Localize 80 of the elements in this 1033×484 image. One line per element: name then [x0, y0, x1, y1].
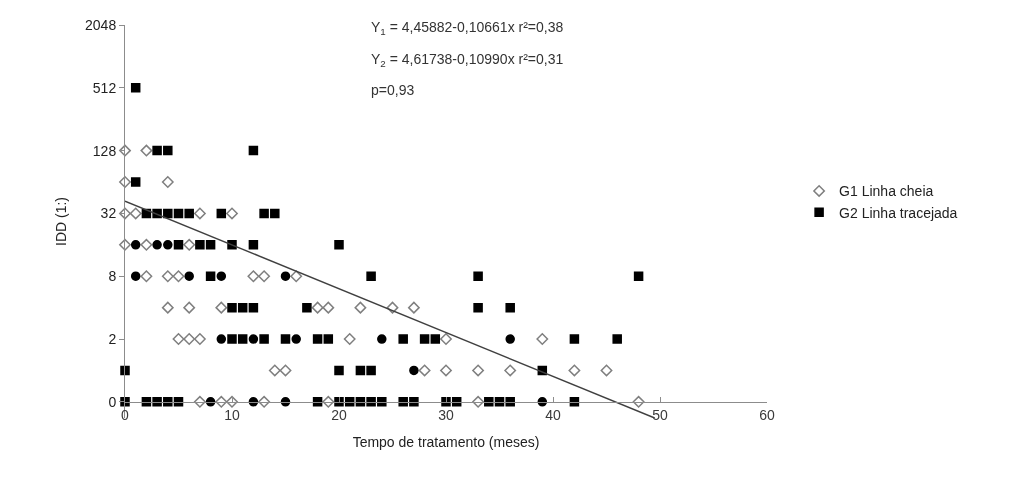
point [184, 271, 194, 281]
point [354, 301, 367, 314]
point [119, 238, 131, 251]
point [440, 364, 452, 377]
point [130, 240, 141, 250]
point [322, 395, 335, 408]
y-tick-label: 2 [108, 330, 117, 347]
point [600, 364, 613, 377]
y-tick-label: 0 [108, 393, 117, 410]
y-tick-label: 512 [92, 79, 117, 96]
point [193, 333, 206, 345]
point [258, 395, 271, 408]
point [322, 301, 335, 314]
point [268, 364, 281, 377]
point [163, 240, 173, 250]
x-tick-label: 60 [759, 407, 775, 424]
point [386, 301, 399, 314]
y-tick-label: 32 [100, 205, 117, 222]
x-axis-title: Tempo de tratamento (meses) [352, 434, 540, 451]
point [504, 364, 517, 377]
point [193, 395, 206, 408]
point [183, 301, 196, 314]
point [279, 364, 292, 377]
legend-label: G1 Linha cheia [839, 183, 934, 200]
point [291, 334, 301, 344]
point [193, 207, 206, 220]
y-tick-label: 128 [92, 142, 117, 159]
x-tick-label: 10 [224, 407, 240, 424]
point [140, 238, 153, 251]
x-tick-label: 30 [438, 407, 454, 424]
y-axis-title: IDD (1:) [52, 197, 69, 246]
annotation: Y$_{1}$ = 4,45882-0,10661x r²=0,38 [371, 19, 564, 37]
point [130, 271, 141, 281]
point [632, 395, 645, 408]
point [258, 270, 271, 283]
point [161, 270, 174, 283]
point [247, 270, 260, 283]
point [472, 364, 485, 377]
point [172, 333, 185, 345]
y-tick-label: 8 [108, 268, 117, 285]
legend-label: G2 Linha tracejada [839, 204, 958, 221]
point [248, 334, 259, 344]
point [226, 207, 238, 220]
point [536, 333, 549, 345]
annotation: Y$_{2}$ = 4,61738-0,10990x r²=0,31 [371, 51, 564, 69]
point [161, 301, 174, 314]
point [280, 271, 291, 281]
point [161, 176, 174, 188]
point [226, 395, 238, 408]
point [472, 395, 485, 408]
point [119, 176, 131, 188]
point [568, 364, 581, 377]
point [129, 207, 142, 220]
point [377, 334, 387, 344]
point [216, 334, 227, 344]
x-tick-label: 20 [331, 407, 347, 424]
point [172, 270, 185, 283]
point [183, 333, 196, 345]
point [152, 240, 162, 250]
point [140, 144, 153, 157]
point [409, 365, 419, 376]
point [215, 301, 228, 314]
x-tick-label: 50 [652, 407, 668, 424]
y-tick-label: 2048 [85, 16, 117, 33]
point [183, 238, 196, 251]
point [215, 395, 228, 408]
point [418, 364, 431, 377]
x-tick-label: 40 [545, 407, 561, 424]
point [119, 207, 131, 220]
point [119, 144, 131, 157]
point [290, 270, 303, 283]
annotation: p=0,93 [371, 82, 415, 98]
point [216, 271, 227, 281]
point [440, 333, 452, 345]
x-tick-label: 0 [121, 407, 130, 424]
point [311, 301, 324, 314]
point [407, 301, 420, 314]
point [343, 333, 356, 345]
point [505, 334, 515, 344]
point [140, 270, 153, 283]
